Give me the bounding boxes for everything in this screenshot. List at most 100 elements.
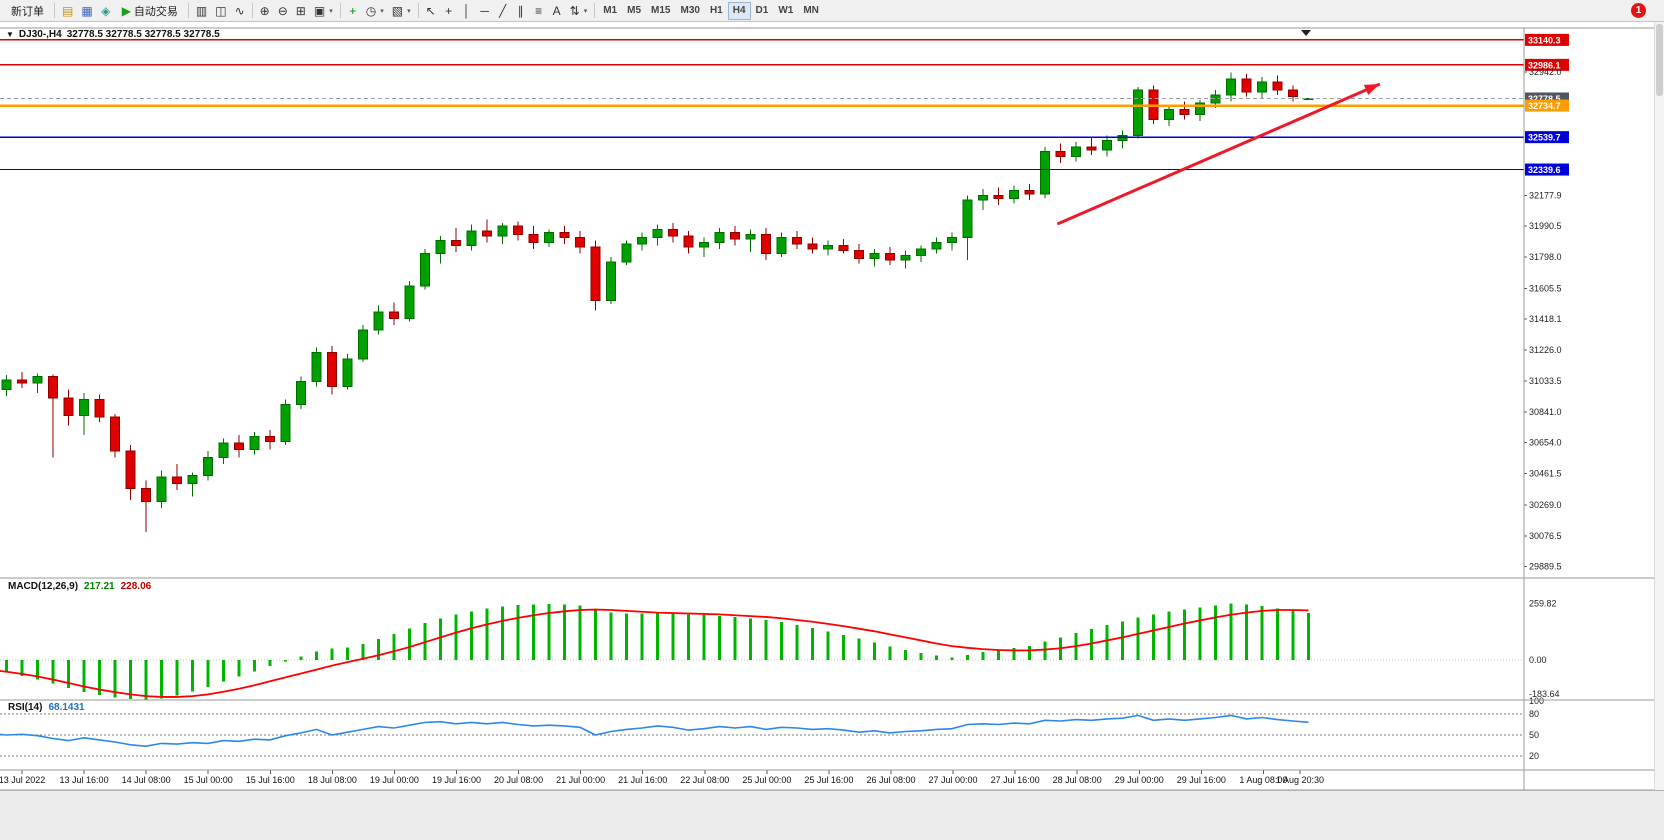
timeframe-mn-button[interactable]: MN [798, 2, 824, 20]
autotrading-label: 自动交易 [133, 5, 178, 18]
vertical-line-icon: │ [462, 3, 471, 18]
svg-text:15 Jul 16:00: 15 Jul 16:00 [246, 775, 295, 785]
text-label-icon[interactable]: A [548, 2, 566, 20]
channel-icon[interactable]: ∥ [512, 2, 530, 20]
timeframe-d1-button[interactable]: D1 [751, 2, 774, 20]
toolbar-separator [417, 3, 419, 18]
new-order-button[interactable]: 新订单 [4, 2, 51, 20]
toolbar-group-terminal: ▤ ▦ ◈ [58, 2, 115, 20]
market-watch-icon[interactable]: ▦ [77, 2, 96, 20]
svg-text:22 Jul 08:00: 22 Jul 08:00 [680, 775, 729, 785]
bars-chart-icon[interactable]: ▥ [192, 2, 211, 20]
svg-text:26 Jul 08:00: 26 Jul 08:00 [866, 775, 915, 785]
timeframe-w1-button[interactable]: W1 [773, 2, 798, 20]
chart-title: ▼ DJ30-,H4 32778.5 32778.5 32778.5 32778… [6, 29, 220, 40]
svg-text:30654.0: 30654.0 [1529, 437, 1562, 447]
svg-text:31605.5: 31605.5 [1529, 283, 1562, 293]
time-axis: 13 Jul 2022 13 Jul 16:00 14 Jul 08:00 15 Ju… [0, 770, 1324, 785]
notification-badge[interactable]: 1 [1631, 3, 1646, 18]
crosshair-icon: + [445, 3, 453, 18]
candlestick-chart-icon: ◫ [215, 3, 227, 18]
rsi-indicator-label: RSI(14) 68.1431 [8, 702, 85, 713]
timeframe-m15-button[interactable]: M15 [646, 2, 675, 20]
svg-text:28 Jul 08:00: 28 Jul 08:00 [1053, 775, 1102, 785]
svg-text:1 Aug 20:30: 1 Aug 20:30 [1276, 775, 1324, 785]
svg-text:27 Jul 16:00: 27 Jul 16:00 [991, 775, 1040, 785]
zoom-out-icon: ⊖ [277, 3, 288, 18]
piv​ot-line-price-tag [1525, 99, 1569, 112]
timeframe-m5-button[interactable]: M5 [622, 2, 646, 20]
cursor-icon: ↖ [425, 3, 436, 18]
vertical-line-icon[interactable]: │ [458, 2, 476, 20]
zoom-in-icon: ⊕ [259, 3, 270, 18]
svg-text:1 Aug 08:00: 1 Aug 08:00 [1239, 775, 1287, 785]
community-icon[interactable]: ◈ [97, 2, 115, 20]
scrollbar-thumb[interactable] [1656, 24, 1663, 96]
periods-icon: ◷ [365, 3, 377, 18]
svg-text:30841.0: 30841.0 [1529, 407, 1562, 417]
tile-windows-icon[interactable]: ⊞ [292, 2, 310, 20]
svg-text:32734.7: 32734.7 [1528, 101, 1561, 111]
crosshair-icon[interactable]: + [440, 2, 458, 20]
svg-text:13 Jul 2022: 13 Jul 2022 [0, 775, 45, 785]
horizontal-line-icon: ─ [480, 3, 489, 18]
trade-history-icon[interactable]: ▤ [58, 2, 77, 20]
svg-text:31798.0: 31798.0 [1529, 252, 1562, 262]
cursor-icon[interactable]: ↖ [422, 2, 440, 20]
vertical-scrollbar[interactable] [1654, 22, 1664, 790]
line-chart-icon[interactable]: ∿ [231, 2, 249, 20]
timeframe-m1-button[interactable]: M1 [598, 2, 622, 20]
trendline-icon: ╱ [499, 3, 507, 18]
toolbar-separator [251, 3, 253, 18]
svg-text:25 Jul 00:00: 25 Jul 00:00 [742, 775, 791, 785]
svg-text:33140.3: 33140.3 [1528, 35, 1561, 45]
svg-text:100: 100 [1529, 696, 1544, 706]
rsi-value: 68.1431 [48, 702, 85, 713]
timeframe-h1-button[interactable]: H1 [705, 2, 728, 20]
new-order-label: 新订单 [11, 5, 44, 18]
toolbar-group-zoom: ⊕ ⊖ [256, 2, 292, 20]
indicators-icon[interactable]: + [344, 2, 362, 20]
arrows-icon[interactable]: ⇅ ▾ [566, 2, 592, 20]
chart-dropdown-icon[interactable]: ▼ [6, 30, 14, 39]
new-chart-icon[interactable]: ▣ ▾ [310, 2, 337, 20]
new-chart-icon: ▣ [313, 3, 326, 18]
support-line-2-price-tag [1525, 163, 1569, 176]
chart-shift-icon[interactable] [1301, 30, 1311, 36]
fibonacci-icon[interactable]: ≡ [530, 2, 548, 20]
toolbar-separator [54, 3, 55, 18]
timeframe-h4-button[interactable]: H4 [727, 1, 751, 20]
svg-text:19 Jul 16:00: 19 Jul 16:00 [432, 775, 481, 785]
svg-text:29889.5: 29889.5 [1529, 561, 1562, 571]
autotrading-play-icon: ▶ [121, 3, 131, 18]
timeframe-m30-button[interactable]: M30 [675, 2, 704, 20]
toolbar-group-tools: + ◷ ▾ ▧ ▾ [344, 2, 415, 20]
candlestick-chart-icon[interactable]: ◫ [211, 2, 230, 20]
svg-text:31418.1: 31418.1 [1529, 314, 1562, 324]
resistance-line-1-price-tag [1525, 33, 1569, 46]
zoom-out-icon[interactable]: ⊖ [274, 2, 292, 20]
macd-signal-line [0, 608, 1309, 698]
zoom-in-icon[interactable]: ⊕ [256, 2, 274, 20]
templates-icon[interactable]: ▧ ▾ [388, 2, 415, 20]
toolbar-separator [339, 3, 341, 18]
arrows-icon: ⇅ [569, 3, 580, 18]
trend-arrow[interactable] [1056, 82, 1381, 226]
toolbar-group-timeframes: M1 M5 M15 M30 H1 H4 D1 W1 MN [598, 1, 824, 20]
tile-windows-icon: ⊞ [295, 3, 306, 18]
rsi-line [0, 714, 1309, 748]
svg-text:32942.0: 32942.0 [1529, 67, 1562, 77]
autotrading-button[interactable]: ▶ 自动交易 [115, 2, 185, 20]
svg-text:19 Jul 00:00: 19 Jul 00:00 [370, 775, 419, 785]
trendline-icon[interactable]: ╱ [494, 2, 512, 20]
toolbar-separator [594, 3, 596, 18]
horizontal-line-icon[interactable]: ─ [476, 2, 494, 20]
svg-text:-183.64: -183.64 [1529, 689, 1560, 699]
svg-text:32539.7: 32539.7 [1528, 133, 1561, 143]
periods-icon[interactable]: ◷ ▾ [362, 2, 388, 20]
macd-title: MACD(12,26,9) [8, 581, 79, 592]
svg-text:13 Jul 16:00: 13 Jul 16:00 [60, 775, 109, 785]
svg-text:32986.1: 32986.1 [1528, 60, 1561, 70]
